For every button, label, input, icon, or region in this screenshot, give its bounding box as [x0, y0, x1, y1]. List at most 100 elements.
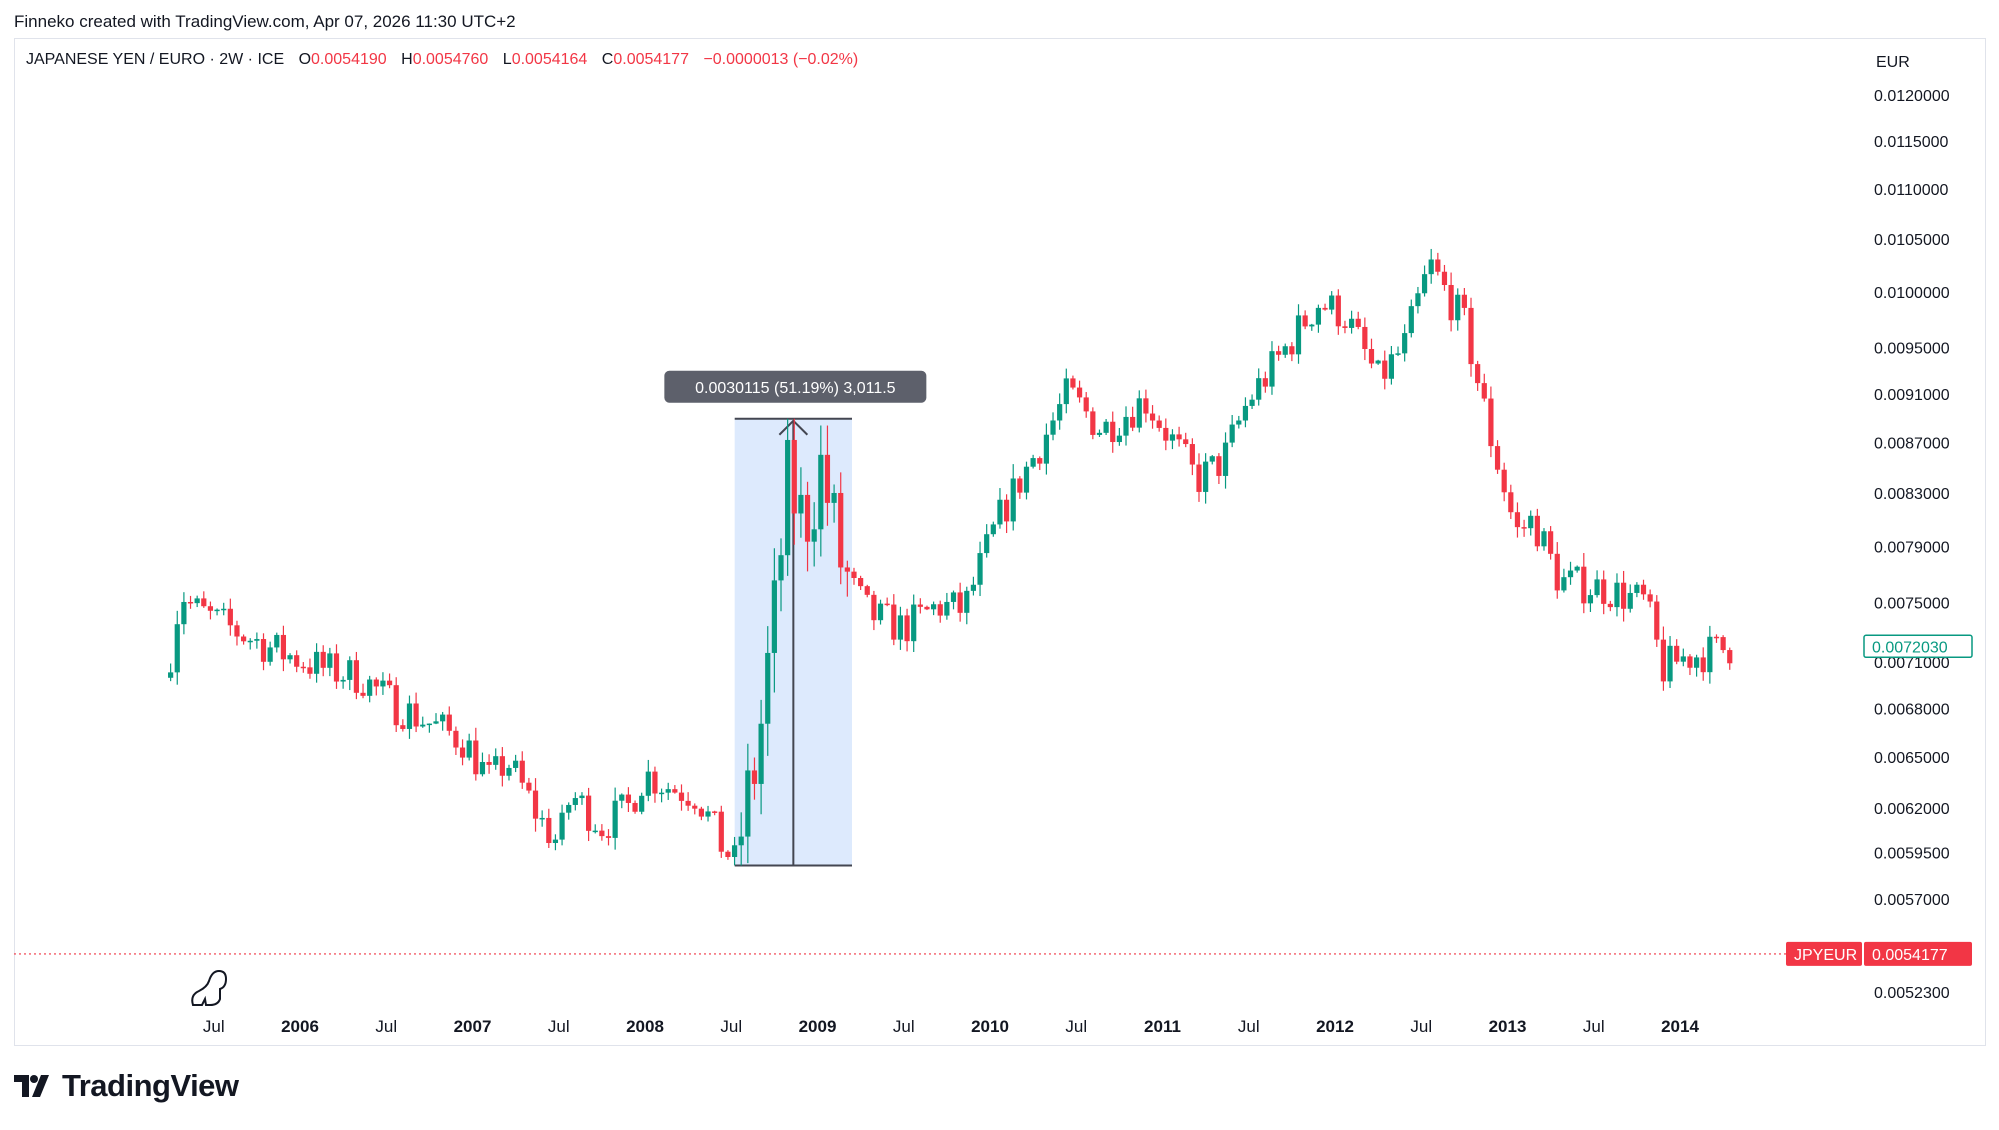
candle — [440, 711, 446, 731]
candle — [168, 663, 174, 682]
candle — [831, 484, 837, 523]
candle — [964, 586, 970, 625]
candle — [1216, 453, 1222, 485]
candle — [519, 751, 525, 789]
candle — [738, 812, 744, 866]
candle — [267, 641, 273, 666]
candle — [672, 785, 678, 794]
dinosaur-icon[interactable] — [191, 969, 228, 1006]
price-line-value: 0.0054177 — [1872, 947, 1948, 964]
chart-frame[interactable] — [14, 38, 1986, 1046]
x-tick-month: Jul — [1238, 1017, 1260, 1036]
candle — [811, 502, 817, 567]
tradingview-logo[interactable]: TradingView — [14, 1068, 239, 1104]
candle — [1554, 542, 1560, 599]
candle — [386, 673, 393, 689]
candle — [891, 594, 897, 646]
candle — [1680, 648, 1686, 667]
x-tick-year: 2010 — [971, 1017, 1009, 1036]
candle — [944, 592, 950, 620]
candle — [771, 548, 777, 693]
candle — [1309, 323, 1315, 331]
candle — [632, 800, 638, 814]
candle — [1402, 324, 1408, 362]
candle — [1256, 368, 1262, 406]
candle — [1640, 579, 1647, 600]
candle — [718, 805, 724, 858]
candle — [1355, 311, 1361, 330]
candle — [446, 706, 452, 736]
candle — [1375, 359, 1381, 365]
candle — [552, 834, 559, 851]
y-tick-label: 0.0110000 — [1874, 182, 1949, 199]
candle — [1209, 455, 1215, 465]
candle — [1203, 453, 1209, 504]
candle — [778, 538, 784, 612]
candle — [1043, 423, 1049, 475]
candle — [1030, 454, 1036, 469]
candle — [725, 850, 731, 860]
candle — [1090, 407, 1096, 440]
candle — [1674, 639, 1680, 665]
candle — [1335, 289, 1341, 335]
candle — [566, 802, 572, 820]
candle — [1395, 346, 1401, 357]
currency-label[interactable]: EUR — [1876, 54, 1910, 71]
candle — [333, 644, 340, 689]
tradingview-logo-icon — [14, 1075, 49, 1097]
candle — [1096, 429, 1103, 437]
x-tick-year: 2007 — [454, 1017, 492, 1036]
y-tick-label: 0.0068000 — [1874, 701, 1950, 718]
candle — [187, 595, 194, 609]
candle — [1601, 570, 1607, 615]
candle — [1421, 265, 1428, 297]
candle — [1083, 392, 1089, 418]
candle — [931, 601, 937, 616]
candle — [280, 625, 287, 672]
candle — [221, 602, 227, 616]
candle — [1289, 342, 1295, 362]
candle — [1276, 345, 1282, 361]
candle — [1329, 291, 1335, 315]
candle — [1475, 360, 1481, 391]
candle — [572, 792, 578, 811]
measure-label-box — [664, 370, 927, 403]
candle — [559, 804, 565, 846]
candle — [453, 726, 459, 756]
candle — [1050, 412, 1056, 441]
candle — [493, 748, 499, 770]
candle — [758, 699, 764, 815]
candle — [1368, 338, 1375, 369]
candle — [1130, 406, 1136, 432]
candle — [678, 784, 685, 811]
candle — [1614, 573, 1620, 617]
candle — [950, 590, 957, 610]
candle — [1269, 341, 1275, 395]
candle — [586, 787, 592, 842]
candle — [194, 595, 200, 608]
candle — [685, 792, 691, 811]
candle — [1468, 297, 1474, 377]
candle — [1727, 647, 1733, 670]
candle — [1017, 476, 1023, 499]
x-tick-year: 2013 — [1489, 1017, 1527, 1036]
legend-change: −0.0000013 (−0.02%) — [703, 51, 859, 68]
candle — [313, 643, 320, 683]
candle — [1415, 286, 1421, 314]
x-tick-year: 2014 — [1661, 1017, 1699, 1036]
candle — [745, 743, 751, 864]
candle — [1063, 368, 1069, 414]
candle — [260, 633, 267, 671]
price-line-symbol: JPYEUR — [1794, 947, 1857, 964]
legend-open-value: 0.0054190 — [311, 51, 387, 68]
candle — [1037, 456, 1043, 471]
candle — [765, 626, 771, 756]
candle — [1003, 494, 1010, 534]
candle — [539, 810, 545, 827]
candle — [864, 584, 870, 598]
candle — [851, 567, 857, 585]
candle — [426, 723, 432, 733]
candle — [1621, 570, 1627, 622]
y-tick-label: 0.0120000 — [1874, 88, 1950, 105]
